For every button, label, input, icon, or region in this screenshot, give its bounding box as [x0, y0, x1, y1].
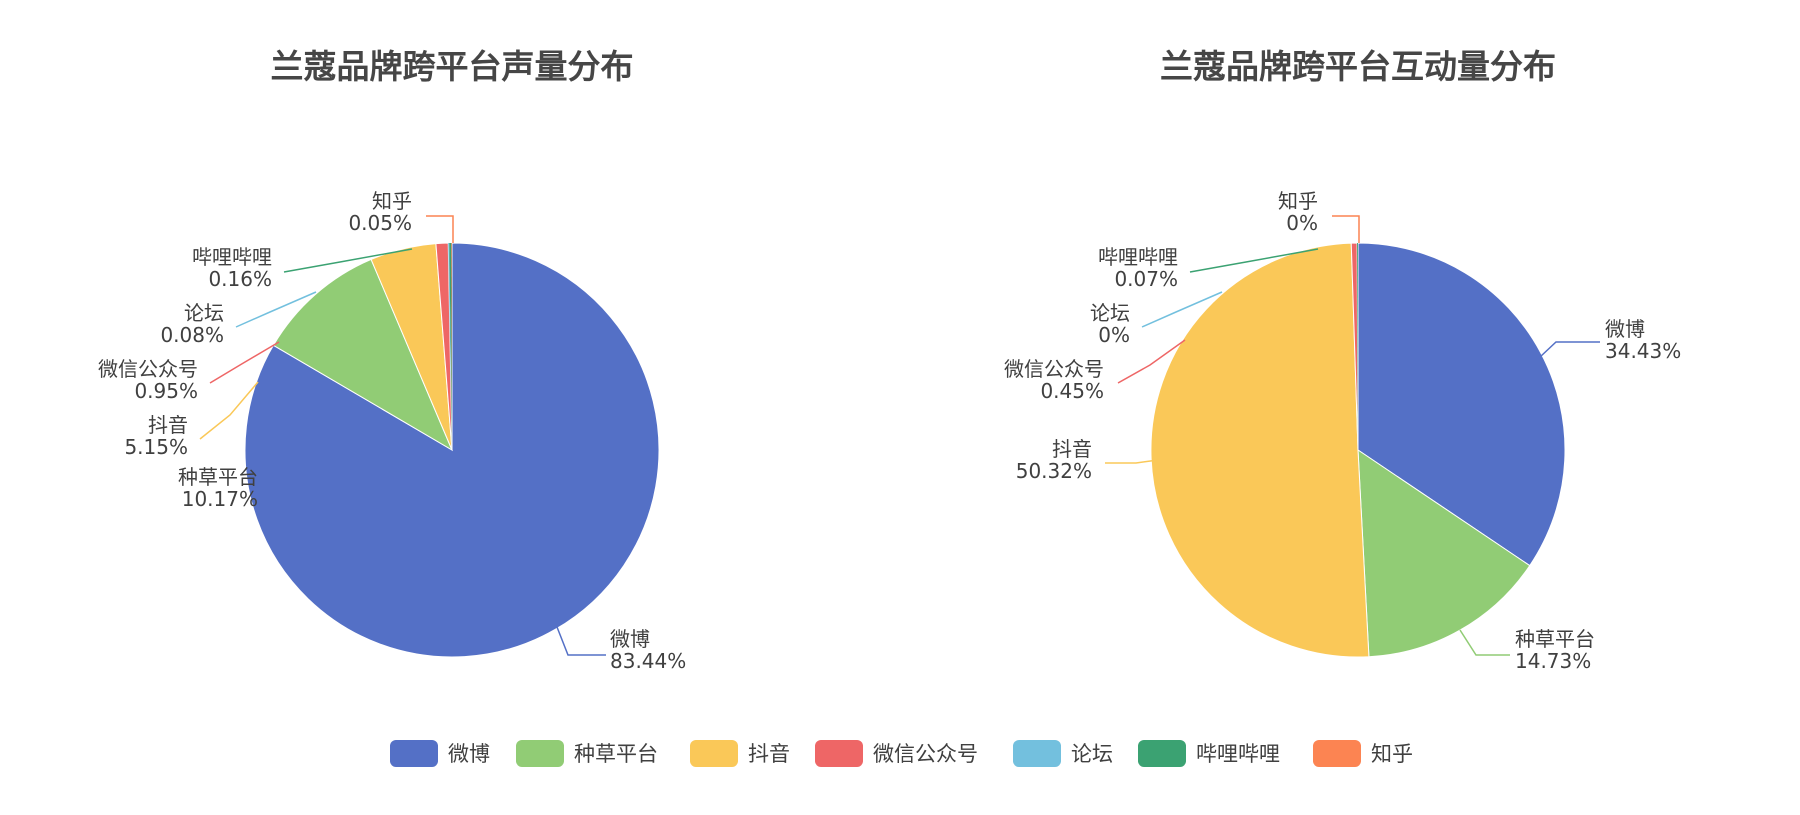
- legend-label-e79fa5e4b98e: 知乎: [1371, 742, 1413, 766]
- legend-item-e7a78de88d89e5b9b3e58fb0[interactable]: 种草平台: [516, 740, 658, 767]
- slice-label-name-e59394e593a9e59394e593a9: 哔哩哔哩: [192, 245, 272, 269]
- pie-slice-e59394e593a9e59394e593a9: [449, 243, 452, 450]
- slice-label-value-e68a96e99fb3: 5.15%: [124, 435, 188, 459]
- legend-swatch-e79fa5e4b98e: [1313, 740, 1361, 767]
- slice-label-name-e5beaee4bfa1e585ace4bc97e58fb7: 微信公众号: [1004, 357, 1104, 381]
- pie-slice-e5beaee4bfa1e585ace4bc97e58fb7: [1350, 242, 1359, 451]
- slice-label-value-e79fa5e4b98e: 0.05%: [348, 211, 412, 235]
- slice-label-name-e79fa5e4b98e: 知乎: [372, 189, 412, 213]
- legend-swatch-e59394e593a9e59394e593a9: [1138, 740, 1186, 767]
- slice-label-name-e68a96e99fb3: 抖音: [1052, 437, 1092, 461]
- pie-slice-e68a96e99fb3: [1150, 242, 1370, 658]
- legend-item-e59394e593a9e59394e593a9[interactable]: 哔哩哔哩: [1138, 740, 1280, 767]
- slice-label-name-e68a96e99fb3: 抖音: [148, 413, 188, 437]
- slice-label-value-e5beaee58d9a: 83.44%: [610, 649, 686, 673]
- legend-item-e5beaee58d9a[interactable]: 微博: [390, 740, 490, 767]
- leader-line-e5beaee4bfa1e585ace4bc97e58fb7: [1117, 339, 1186, 384]
- legend-item-e79fa5e4b98e[interactable]: 知乎: [1313, 740, 1413, 767]
- slice-label-value-e59394e593a9e59394e593a9: 0.16%: [208, 267, 272, 291]
- slice-label-value-e5beaee4bfa1e585ace4bc97e58fb7: 0.95%: [134, 379, 198, 403]
- slice-label-name-e8aebae59d9b: 论坛: [184, 301, 224, 325]
- pie-slice-e7a78de88d89e5b9b3e58fb0: [272, 258, 454, 452]
- leader-line-e5beaee58d9a: [556, 626, 606, 656]
- legend-swatch-e7a78de88d89e5b9b3e58fb0: [516, 740, 564, 767]
- leader-line-e5beaee58d9a: [1539, 341, 1600, 358]
- legend-item-e68a96e99fb3[interactable]: 抖音: [690, 740, 790, 767]
- slice-label-value-e7a78de88d89e5b9b3e58fb0: 10.17%: [182, 487, 258, 511]
- slice-label-value-e8aebae59d9b: 0.08%: [160, 323, 224, 347]
- pie-slice-e59394e593a9e59394e593a9: [1357, 242, 1358, 450]
- leader-line-e59394e593a9e59394e593a9: [283, 248, 413, 273]
- slice-label-name-e7a78de88d89e5b9b3e58fb0: 种草平台: [1515, 627, 1595, 651]
- leader-line-e79fa5e4b98e: [1332, 215, 1360, 243]
- legend-label-e5beaee58d9a: 微博: [448, 742, 490, 766]
- leader-line-e59394e593a9e59394e593a9: [1189, 248, 1319, 273]
- pie-slice-e8aebae59d9b: [448, 243, 452, 450]
- legend-swatch-e5beaee58d9a: [390, 740, 438, 767]
- legend: 微博 种草平台 抖音 微信公众号 论坛 哔哩哔哩 知乎: [390, 740, 1413, 767]
- leader-line-e79fa5e4b98e: [426, 215, 454, 243]
- legend-label-e5beaee4bfa1e585ace4bc97e58fb7: 微信公众号: [873, 742, 978, 766]
- legend-swatch-e8aebae59d9b: [1013, 740, 1061, 767]
- legend-label-e8aebae59d9b: 论坛: [1071, 742, 1113, 766]
- slice-label-name-e7a78de88d89e5b9b3e58fb0: 种草平台: [178, 465, 258, 489]
- leader-line-e68a96e99fb3: [199, 381, 259, 440]
- pie-slice-e5beaee58d9a: [244, 242, 660, 658]
- leader-line-e7a78de88d89e5b9b3e58fb0: [1459, 629, 1510, 656]
- legend-label-e7a78de88d89e5b9b3e58fb0: 种草平台: [574, 742, 658, 766]
- chart-title-2: 兰蔻品牌跨平台互动量分布: [1160, 47, 1556, 86]
- slice-label-value-e68a96e99fb3: 50.32%: [1016, 459, 1092, 483]
- slice-label-name-e59394e593a9e59394e593a9: 哔哩哔哩: [1098, 245, 1178, 269]
- slice-label-value-e8aebae59d9b: 0%: [1098, 323, 1130, 347]
- leader-line-e8aebae59d9b: [235, 291, 317, 328]
- slice-label-value-e5beaee58d9a: 34.43%: [1605, 339, 1681, 363]
- legend-label-e59394e593a9e59394e593a9: 哔哩哔哩: [1196, 742, 1280, 766]
- chart-title-1: 兰蔻品牌跨平台声量分布: [271, 47, 634, 86]
- leader-line-e8aebae59d9b: [1141, 291, 1223, 328]
- slice-label-value-e79fa5e4b98e: 0%: [1286, 211, 1318, 235]
- slice-label-value-e7a78de88d89e5b9b3e58fb0: 14.73%: [1515, 649, 1591, 673]
- leader-line-e5beaee4bfa1e585ace4bc97e58fb7: [209, 341, 280, 384]
- slice-label-name-e5beaee58d9a: 微博: [610, 627, 650, 651]
- slice-label-name-e5beaee4bfa1e585ace4bc97e58fb7: 微信公众号: [98, 357, 198, 381]
- slice-label-value-e59394e593a9e59394e593a9: 0.07%: [1114, 267, 1178, 291]
- legend-swatch-e68a96e99fb3: [690, 740, 738, 767]
- slice-label-name-e8aebae59d9b: 论坛: [1090, 301, 1130, 325]
- legend-label-e68a96e99fb3: 抖音: [748, 742, 790, 766]
- leader-line-e68a96e99fb3: [1105, 459, 1159, 464]
- pie-slice-e79fa5e4b98e: [451, 242, 452, 450]
- legend-item-e8aebae59d9b[interactable]: 论坛: [1013, 740, 1113, 767]
- legend-item-e5beaee4bfa1e585ace4bc97e58fb7[interactable]: 微信公众号: [815, 740, 978, 767]
- slice-label-name-e5beaee58d9a: 微博: [1605, 317, 1645, 341]
- slice-label-name-e79fa5e4b98e: 知乎: [1278, 189, 1318, 213]
- slice-label-value-e5beaee4bfa1e585ace4bc97e58fb7: 0.45%: [1040, 379, 1104, 403]
- pie-slice-e5beaee4bfa1e585ace4bc97e58fb7: [435, 242, 453, 451]
- legend-swatch-e5beaee4bfa1e585ace4bc97e58fb7: [815, 740, 863, 767]
- pie-slice-e5beaee58d9a: [1357, 242, 1566, 567]
